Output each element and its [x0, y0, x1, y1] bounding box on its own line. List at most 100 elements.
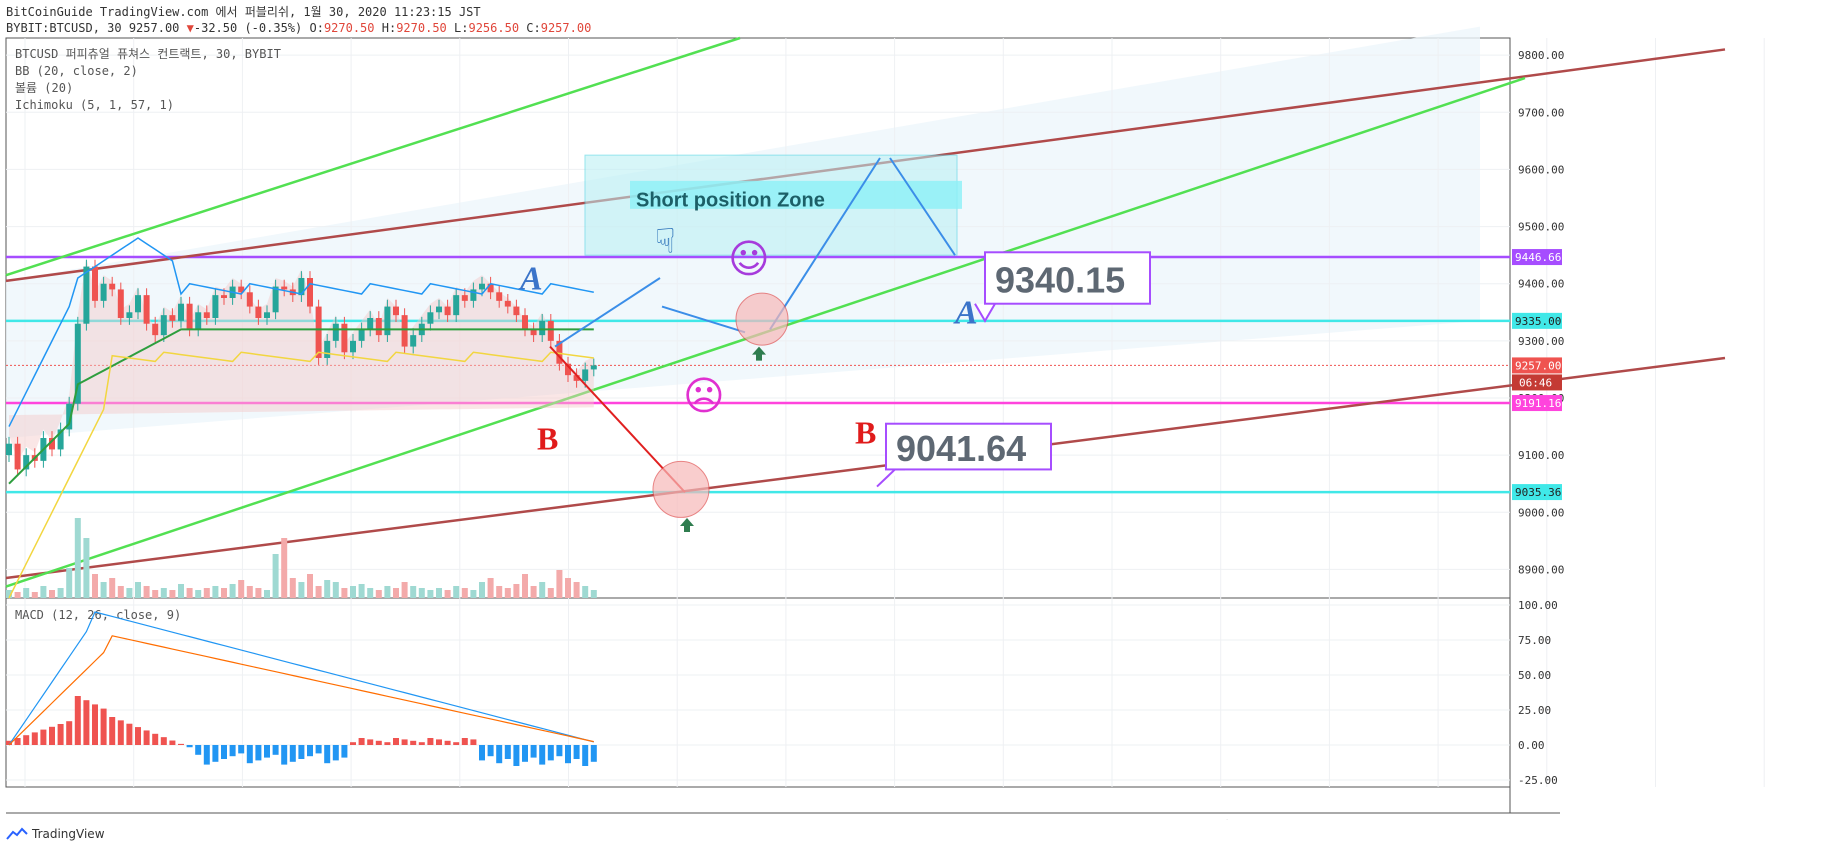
volume-bar: [393, 588, 399, 598]
volume-bar: [436, 588, 442, 598]
x-tick-label: 12:00: [117, 819, 150, 820]
volume-bar: [461, 588, 468, 598]
green-upper-line: [5, 36, 741, 277]
price-axis-badge: [1512, 357, 1562, 374]
pointing-hand-icon: ☟: [655, 221, 676, 261]
price-chart[interactable]: 8900.009000.009100.009200.009300.009400.…: [0, 0, 1828, 820]
ohlc-row: BYBIT:BTCUSD, 30 9257.00 ▼-32.50 (-0.35%…: [6, 20, 591, 36]
volume-bar: [504, 588, 511, 598]
candle-body: [126, 312, 133, 318]
candle-body: [436, 306, 442, 313]
candle-body: [332, 323, 339, 341]
candle-body: [169, 315, 176, 321]
volume-bar: [582, 586, 589, 598]
volume-bar: [470, 590, 477, 598]
footer-brand: TradingView: [32, 827, 105, 841]
x-tick-label: 18:00: [226, 819, 259, 820]
volume-bar: [6, 590, 12, 598]
macd-histogram-bar: [367, 739, 374, 745]
macd-histogram-bar: [547, 745, 554, 761]
volume-bar: [203, 588, 210, 598]
candle-body: [358, 329, 365, 341]
legend-line: 볼륨 (20): [15, 81, 73, 95]
volume-bar: [573, 582, 580, 598]
volume-bar: [289, 578, 296, 598]
blue-arrow-4: [889, 157, 956, 256]
candle-body: [393, 306, 399, 316]
macd-histogram-bar: [229, 745, 236, 757]
label-a-target: A: [953, 295, 978, 332]
candle-body: [384, 306, 391, 336]
candle-body: [160, 315, 167, 336]
signal-line: [8, 635, 594, 746]
candle-body: [66, 403, 73, 430]
macd-histogram-bar: [143, 730, 150, 745]
blue-arrow-1: [554, 277, 661, 348]
macd-histogram-bar: [504, 745, 511, 759]
macd-histogram-bar: [573, 745, 580, 759]
macd-histogram-bar: [169, 740, 176, 745]
macd-histogram-bar: [117, 720, 124, 745]
macd-histogram-bar: [453, 742, 460, 745]
countdown-label: 06:46: [1519, 376, 1552, 389]
macd-histogram-bar: [461, 738, 468, 745]
label-a: A: [518, 260, 543, 297]
macd-histogram-bar: [565, 745, 571, 764]
candle-body: [143, 295, 150, 324]
volume-bar: [453, 586, 460, 598]
candle-body: [479, 283, 485, 290]
candle-body: [367, 318, 374, 330]
candle-body: [590, 365, 597, 370]
macd-histogram-bar: [66, 721, 73, 745]
volume-bar: [272, 554, 279, 598]
candle-body: [315, 306, 322, 358]
macd-histogram-bar: [384, 742, 391, 745]
volume-bar: [23, 588, 30, 598]
volume-bar: [307, 574, 313, 598]
x-tick-label: 2월: [1212, 819, 1229, 820]
candle-body: [410, 335, 417, 347]
macd-histogram-bar: [195, 745, 202, 755]
candle-body: [14, 443, 21, 470]
macd-histogram-bar: [186, 745, 193, 748]
macd-histogram-bar: [582, 745, 589, 766]
macd-histogram-bar: [255, 745, 262, 761]
macd-histogram-bar: [418, 742, 425, 745]
candle-body: [272, 286, 279, 313]
volume-bar: [212, 586, 219, 598]
y-tick-label: 9500.00: [1518, 221, 1564, 234]
volume-bar: [178, 584, 184, 598]
bb-upper-line: [8, 237, 594, 427]
blue-arrow-3: [769, 157, 881, 330]
candle-body: [264, 312, 270, 318]
candle-body: [298, 278, 305, 296]
y-tick-label: 9100.00: [1518, 449, 1564, 462]
candle-body: [255, 306, 262, 318]
volume-bar: [590, 590, 597, 598]
volume-bar: [281, 538, 288, 598]
x-tick-label: 18:00: [1530, 819, 1563, 820]
candle-body: [547, 320, 554, 341]
candle-body: [6, 443, 12, 456]
x-tick-label: 18:00: [1095, 819, 1128, 820]
callout-box-b: [885, 422, 1052, 471]
touch-circle-a: [735, 292, 789, 346]
label-b: B: [537, 420, 558, 456]
candle-body: [324, 340, 331, 358]
zone-label: Short position Zone: [636, 190, 825, 212]
high-label: H:: [381, 21, 397, 35]
x-tick-label: 06: [1758, 819, 1771, 820]
blue-arrow-2: [661, 305, 746, 334]
candle-body: [135, 295, 141, 313]
volume-bar: [92, 574, 98, 598]
volume-bar: [341, 588, 348, 598]
macd-histogram-bar: [410, 740, 417, 745]
macd-histogram-bar: [479, 745, 485, 761]
volume-bar: [298, 582, 305, 598]
volume-bar: [324, 580, 331, 598]
volume-bar: [332, 582, 339, 598]
macd-pane: [5, 597, 1511, 788]
candle-body: [453, 295, 460, 316]
volume-bar: [221, 588, 227, 598]
volume-bar: [375, 590, 382, 598]
